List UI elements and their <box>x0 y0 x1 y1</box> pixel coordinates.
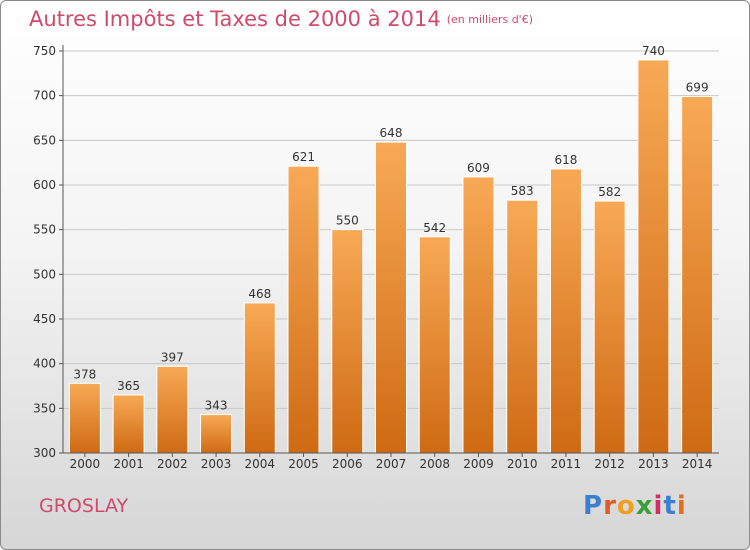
bar-value-label: 648 <box>380 126 403 140</box>
y-tick-label: 300 <box>33 446 56 460</box>
bar <box>156 365 189 454</box>
bar <box>287 165 320 454</box>
y-tick-label: 350 <box>33 401 56 415</box>
bar-value-label: 550 <box>336 214 359 228</box>
bar <box>593 200 626 454</box>
bar-value-label: 468 <box>248 287 271 301</box>
bar <box>462 176 495 454</box>
bar <box>331 229 364 454</box>
x-tick-label: 2000 <box>70 457 101 471</box>
bar <box>68 382 101 454</box>
bar-value-label: 618 <box>554 153 577 167</box>
x-tick-label: 2013 <box>638 457 669 471</box>
bar-value-label: 365 <box>117 379 140 393</box>
x-tick-label: 2007 <box>376 457 407 471</box>
x-tick-label: 2004 <box>245 457 276 471</box>
title-text: Autres Impôts et Taxes de 2000 à 2014 <box>29 7 441 31</box>
bar <box>549 168 582 454</box>
location-label: GROSLAY <box>39 495 129 517</box>
bar-value-label: 378 <box>73 367 96 381</box>
y-tick-label: 400 <box>33 357 56 371</box>
x-tick-label: 2012 <box>594 457 625 471</box>
y-tick-label: 700 <box>33 89 56 103</box>
bar-value-label: 609 <box>467 161 490 175</box>
bar-value-label: 699 <box>686 81 709 95</box>
bar <box>681 96 714 454</box>
x-tick-label: 2009 <box>463 457 494 471</box>
x-tick-label: 2003 <box>201 457 232 471</box>
y-tick-label: 550 <box>33 223 56 237</box>
bar <box>112 394 145 454</box>
logo-letter: o <box>616 491 636 521</box>
bar-value-label: 582 <box>598 185 621 199</box>
y-tick-label: 450 <box>33 312 56 326</box>
x-tick-label: 2010 <box>507 457 538 471</box>
bar-value-label: 397 <box>161 350 184 364</box>
y-tick-label: 600 <box>33 178 56 192</box>
chart-title: Autres Impôts et Taxes de 2000 à 2014 (en… <box>29 7 533 31</box>
logo-letter: i <box>676 491 687 521</box>
x-tick-label: 2001 <box>113 457 144 471</box>
x-tick-label: 2011 <box>551 457 582 471</box>
logo-letter: r <box>603 491 617 521</box>
logo-letter: P <box>583 491 604 521</box>
logo-letter: i <box>653 491 664 521</box>
bar-value-label: 542 <box>423 221 446 235</box>
x-tick-label: 2006 <box>332 457 363 471</box>
x-tick-label: 2005 <box>288 457 319 471</box>
y-tick-label: 750 <box>33 44 56 58</box>
y-tick-label: 650 <box>33 133 56 147</box>
x-tick-label: 2014 <box>682 457 713 471</box>
x-tick-label: 2002 <box>157 457 188 471</box>
bar <box>243 302 276 454</box>
bar-value-label: 343 <box>205 399 228 413</box>
logo-letter: t <box>663 491 677 521</box>
bar-value-label: 621 <box>292 150 315 164</box>
chart-subtitle: (en milliers d'€) <box>446 13 533 26</box>
x-tick-label: 2008 <box>419 457 450 471</box>
proxiti-logo: Proxiti <box>583 491 687 521</box>
logo-letter: x <box>635 491 654 521</box>
bar <box>418 236 451 454</box>
bar-value-label: 583 <box>511 184 534 198</box>
bar <box>200 414 233 454</box>
y-tick-label: 500 <box>33 267 56 281</box>
bar <box>375 141 407 454</box>
bar <box>506 199 539 454</box>
bar <box>637 59 670 454</box>
bar-value-label: 740 <box>642 44 665 58</box>
